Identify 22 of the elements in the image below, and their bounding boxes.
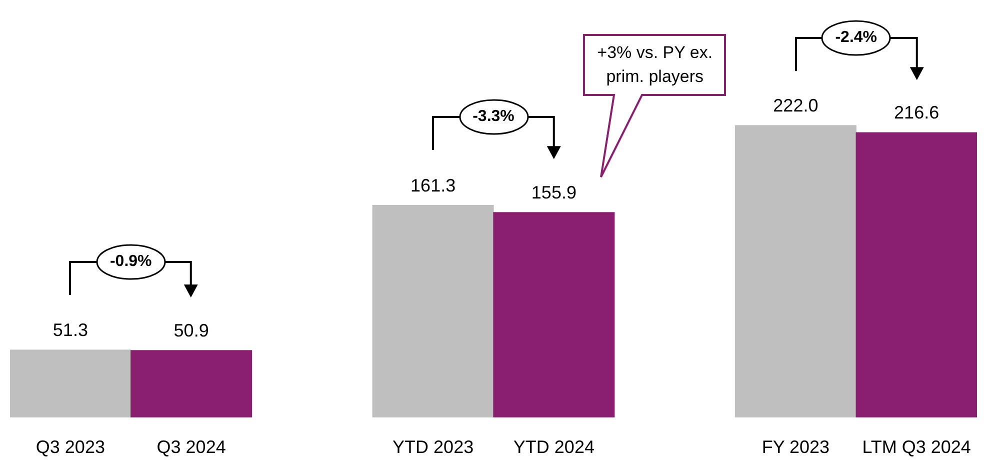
bar (10, 350, 132, 418)
x-tick-label: LTM Q3 2024 (862, 437, 971, 458)
text: +3% vs. PY ex. prim. players (596, 42, 714, 88)
data-label: 50.9 (174, 320, 209, 340)
x-tick-label: Q3 2023 (36, 437, 105, 458)
x-tick-label: FY 2023 (762, 437, 830, 458)
data-label: 222.0 (773, 95, 818, 116)
bar (130, 350, 252, 418)
annotation: -0.9% (110, 252, 152, 271)
data-label: 161.3 (410, 175, 456, 196)
annotation: -3.3% (472, 108, 514, 126)
bar (734, 125, 856, 418)
data-label: 51.3 (52, 320, 88, 340)
x-tick-label: YTD 2024 (513, 437, 594, 458)
data-label: 216.6 (894, 102, 940, 123)
text: -2.4% (835, 28, 878, 46)
data-label: 155.9 (531, 182, 576, 202)
bar (856, 132, 977, 418)
bar (372, 204, 494, 418)
x-tick-label: Q3 2024 (156, 437, 226, 458)
x-tick-label: YTD 2023 (392, 437, 474, 458)
bar (493, 212, 615, 418)
